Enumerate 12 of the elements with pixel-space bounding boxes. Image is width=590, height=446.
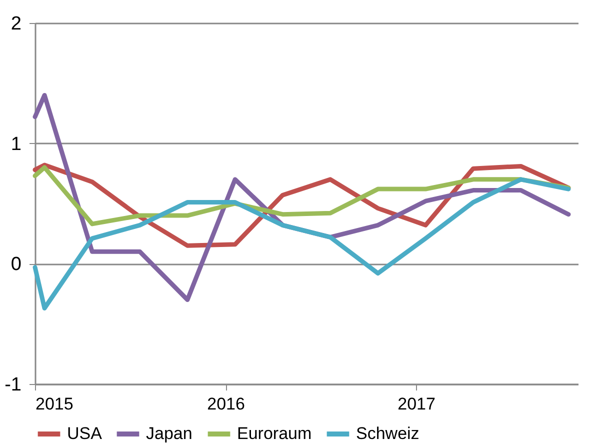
- y-tick-label: 0: [10, 254, 22, 276]
- line-series: [32, 177, 571, 310]
- x-tick-label: 2017: [398, 394, 436, 414]
- legend-label: Schweiz: [356, 424, 420, 443]
- y-tick-label: 1: [10, 134, 22, 155]
- x-tick-label: 2015: [36, 394, 74, 414]
- legend-label: USA: [67, 424, 103, 443]
- y-tick-label: 2: [10, 14, 22, 34]
- legend-label: Japan: [146, 424, 192, 443]
- legend-label: Euroraum: [237, 424, 312, 443]
- x-tick-label: 2016: [207, 394, 245, 414]
- y-tick-label: -1: [4, 374, 22, 396]
